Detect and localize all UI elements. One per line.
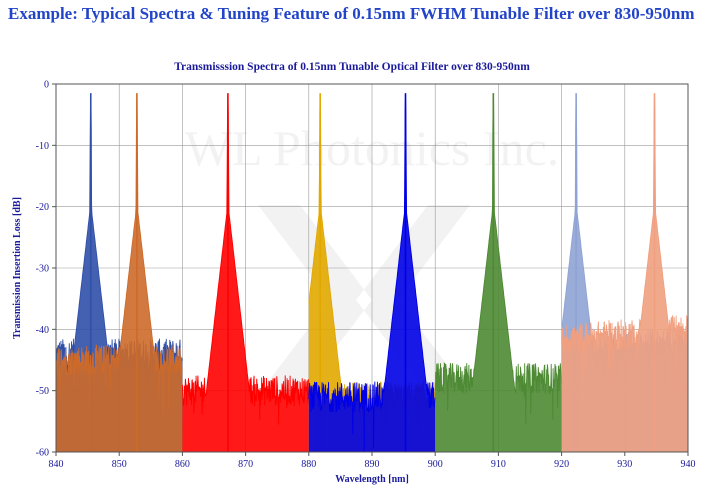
x-tick-label: 930 [617,459,632,470]
chart-title: Transmisssion Spectra of 0.15nm Tunable … [174,61,530,73]
x-tick-label: 890 [365,459,380,470]
y-tick-label: -10 [36,141,49,152]
x-tick-label: 870 [238,459,253,470]
x-tick-label: 940 [681,459,696,470]
x-tick-label: 880 [301,459,316,470]
x-tick-label: 850 [112,459,127,470]
series-layer [55,93,689,453]
series-8-line [561,93,689,398]
x-tick-label: 920 [554,459,569,470]
x-axis-label: Wavelength [nm] [335,474,409,485]
page-heading: Example: Typical Spectra & Tuning Featur… [8,4,695,23]
series-6-line [434,93,562,425]
series-2-line [55,93,183,416]
y-axis-label: Transmission Insertion Loss [dB] [12,197,23,339]
y-tick-label: -40 [36,325,49,336]
x-tick-label: 910 [491,459,506,470]
series-5-line [308,93,436,453]
x-tick-label: 840 [49,459,64,470]
series-5-fill [308,93,436,452]
x-tick-label: 860 [175,459,190,470]
y-tick-label: 0 [44,80,49,91]
series-6-fill [435,93,562,452]
series-8 [561,93,689,452]
y-tick-label: -50 [36,386,49,397]
series-8-fill [561,93,688,452]
y-tick-label: -30 [36,264,49,275]
x-tick-label: 900 [428,459,443,470]
series-3-line [181,93,310,425]
y-tick-label: -60 [36,448,49,459]
axis-layer: 840 850 860 870 880 890 900 910 920 930 940 0 -10 -20… [36,80,696,471]
y-tick-label: -20 [36,202,49,213]
series-3-fill [182,93,309,452]
series-2 [55,93,183,452]
series-5 [308,93,436,453]
series-3 [181,93,310,452]
series-6 [434,93,562,452]
